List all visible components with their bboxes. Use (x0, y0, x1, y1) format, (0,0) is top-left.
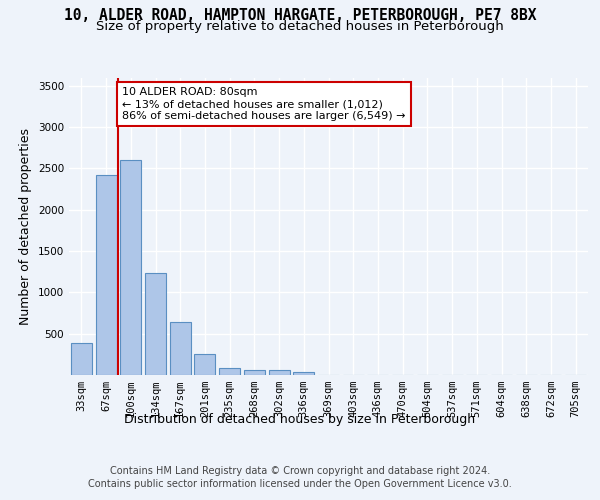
Bar (194, 354, 215, 375)
Bar (170, 322, 191, 375)
Text: Distribution of detached houses by size in Peterborough: Distribution of detached houses by size … (124, 412, 476, 426)
Text: 10 ALDER ROAD: 80sqm
← 13% of detached houses are smaller (1,012)
86% of semi-de: 10 ALDER ROAD: 80sqm ← 13% of detached h… (122, 88, 406, 120)
Text: Contains public sector information licensed under the Open Government Licence v3: Contains public sector information licen… (88, 479, 512, 489)
Text: Contains HM Land Registry data © Crown copyright and database right 2024.: Contains HM Land Registry data © Crown c… (110, 466, 490, 476)
Bar (269, 370, 290, 375)
Y-axis label: Number of detached properties: Number of detached properties (19, 128, 32, 325)
Bar (145, 272, 166, 375)
Bar (219, 368, 240, 375)
Bar (120, 160, 141, 375)
Bar (71, 343, 92, 375)
Text: Size of property relative to detached houses in Peterborough: Size of property relative to detached ho… (96, 20, 504, 33)
Bar (244, 370, 265, 375)
Text: 10, ALDER ROAD, HAMPTON HARGATE, PETERBOROUGH, PE7 8BX: 10, ALDER ROAD, HAMPTON HARGATE, PETERBO… (64, 8, 536, 22)
Bar (95, 175, 116, 375)
Bar (293, 372, 314, 375)
